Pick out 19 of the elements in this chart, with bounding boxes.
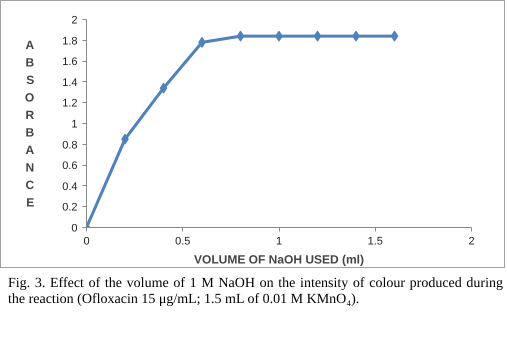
y-tick-label: 2: [71, 14, 78, 26]
y-tick-label: 1.8: [62, 35, 78, 48]
y-tick-label: 1: [71, 118, 78, 130]
x-tick-label: 1: [276, 236, 282, 248]
y-tick-label: 1.4: [62, 76, 78, 89]
x-tick-label: 2: [468, 236, 475, 248]
x-axis-title: VOLUME OF NaOH USED (ml): [194, 252, 364, 266]
y-tick-label: 0.6: [62, 160, 78, 172]
text: ABSORBANCE: [24, 38, 34, 210]
y-tick-label: 0.2: [62, 202, 78, 214]
x-tick-label: 1.5: [368, 236, 383, 248]
x-tick-label: 0.5: [175, 236, 190, 248]
caption: Fig. 3. Effect of the volume of 1 M NaOH on the intensity of colour produced during the reaction (Ofloxacin 15 μg/mL; 1.5 mL of 0.01 M KMnO₄).: [8, 276, 503, 308]
x-tick-label: 0: [83, 236, 90, 248]
y-tick-label: 0.8: [62, 139, 78, 152]
y-tick-label: 1.6: [62, 56, 78, 68]
y-tick-label: 0.4: [62, 180, 78, 193]
y-tick-label: 0: [71, 222, 78, 234]
y-tick-label: 1.2: [62, 98, 78, 110]
